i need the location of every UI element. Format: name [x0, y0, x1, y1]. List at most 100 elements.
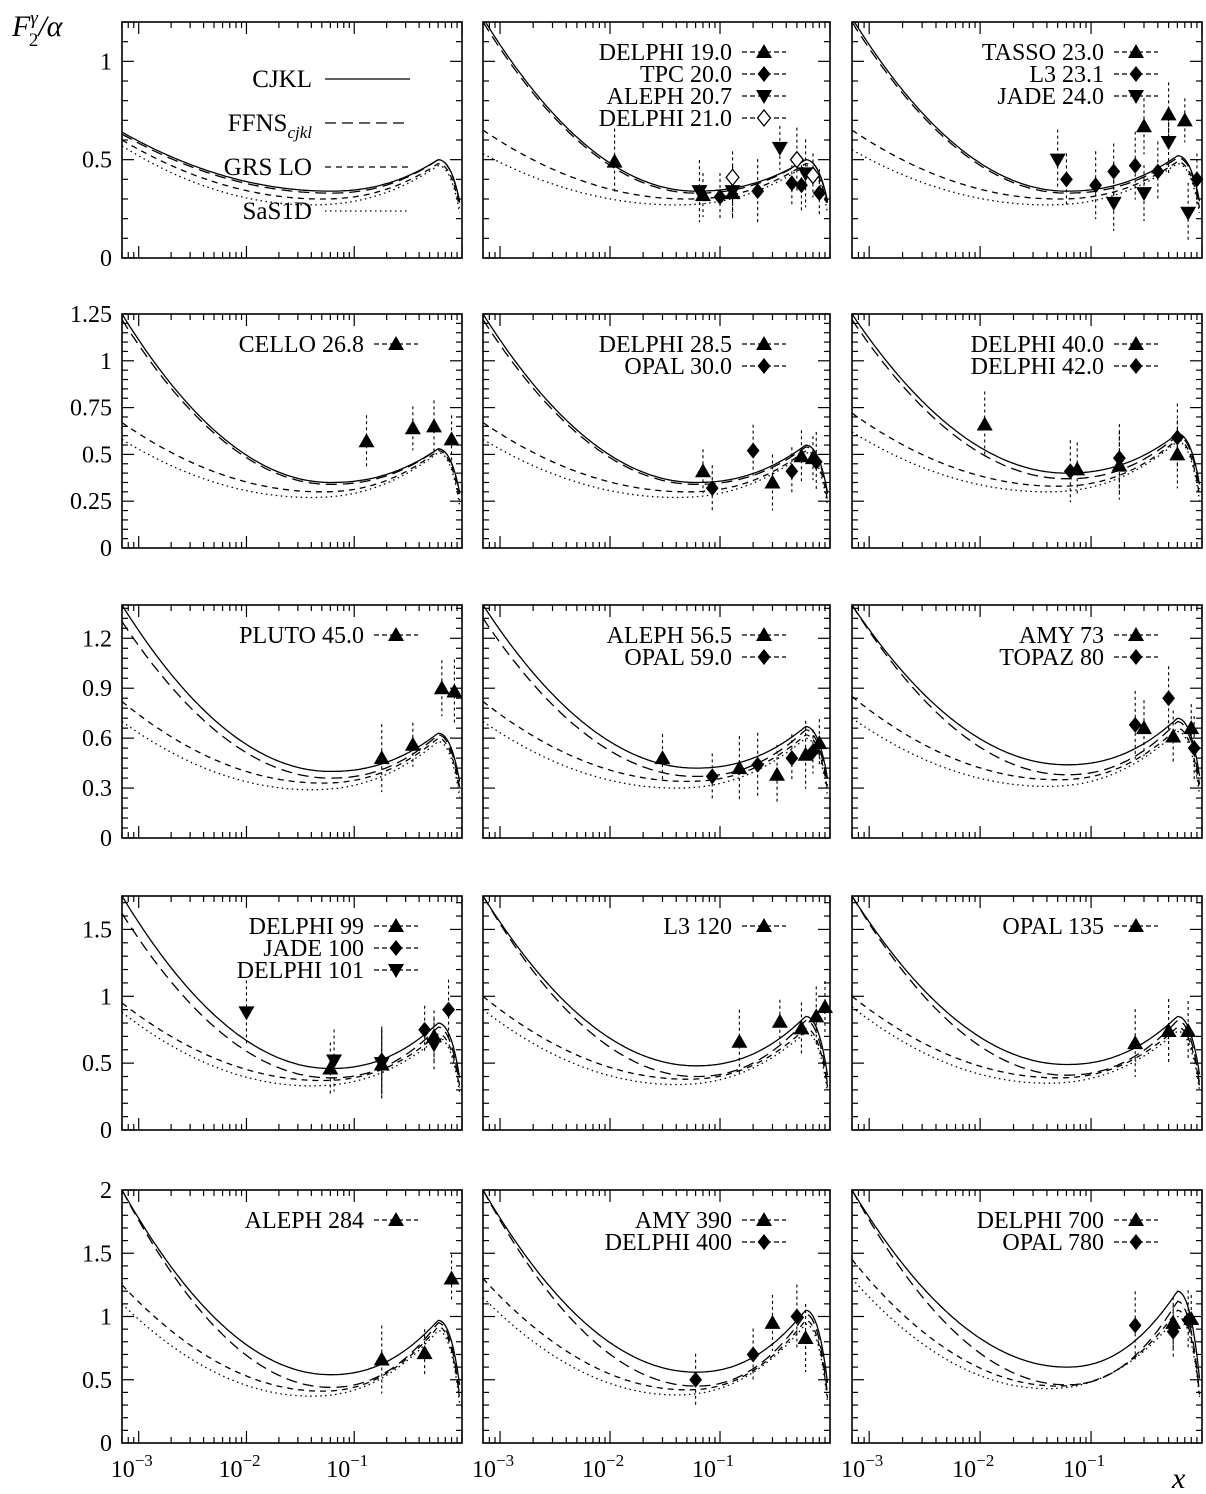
curve-ffns [852, 319, 1201, 490]
data-point [443, 431, 460, 446]
data-point [1180, 1023, 1197, 1038]
curve-ffns [122, 1190, 461, 1396]
panel-r0-c0: 0 0.5 1 CJKL FFNScjkl GRS LO SaS1D [82, 21, 463, 272]
curve-ffns [122, 133, 461, 203]
y-tick-label: 1.25 [70, 302, 112, 328]
curve-sas [483, 1009, 829, 1092]
curve-sas [122, 145, 461, 214]
panel-frame [121, 313, 463, 549]
y-tick-label: 0.3 [82, 776, 112, 802]
data-point [1135, 720, 1152, 735]
panel-frame [482, 895, 831, 1131]
data-point [724, 185, 741, 200]
series-legend-marker [757, 66, 771, 82]
x-tick-label-base: 10 [582, 1457, 606, 1483]
data-point [795, 177, 808, 194]
data-point [1190, 171, 1204, 188]
curve-sas [122, 438, 461, 506]
theory-curves [852, 605, 1201, 795]
y-tick-label: 1.5 [82, 917, 112, 943]
panel-frame [482, 313, 831, 549]
curve-ffns [483, 896, 829, 1085]
x-tick-label: 10−1 [692, 1451, 734, 1483]
data-point [1180, 206, 1197, 221]
series-legend-marker [757, 649, 771, 665]
curve-grs [122, 422, 461, 501]
data-point [373, 750, 390, 765]
theory-curves [483, 22, 829, 214]
series-label: AMY 390 [635, 1208, 732, 1234]
y-tick-label: 1 [100, 984, 112, 1010]
data-point [443, 1270, 460, 1285]
y-axis-title-rest: /α [36, 10, 63, 43]
x-tick-label-base: 10 [952, 1457, 976, 1483]
series-label: JADE 24.0 [997, 84, 1104, 110]
data-point [426, 1038, 443, 1053]
curve-cjkl [122, 605, 461, 782]
y-tick-label: 0.9 [82, 676, 112, 702]
x-tick-label-exp: −3 [135, 1451, 153, 1470]
series-legend-marker [756, 336, 772, 350]
data-point [769, 766, 786, 781]
x-tick-label: 10−3 [472, 1451, 514, 1483]
curve-grs [122, 1284, 461, 1399]
curve-cjkl [852, 1190, 1201, 1379]
theory-curves [852, 896, 1201, 1091]
data-point [731, 760, 748, 775]
y-tick-label: 0.5 [82, 148, 112, 174]
series-legend-marker [756, 1212, 772, 1226]
data-point [1107, 163, 1121, 180]
series-label: JADE 100 [263, 936, 364, 962]
data-point [1166, 1323, 1180, 1340]
data-point [805, 166, 821, 185]
y-axis-title-sub: 2 [29, 30, 39, 51]
data-point [1187, 740, 1201, 757]
theory-curves [122, 605, 461, 798]
curve-grs [852, 695, 1201, 789]
curve-ffns [122, 621, 461, 788]
data-point [1105, 196, 1122, 211]
series-legend-marker [1128, 336, 1144, 350]
curve-sas [122, 1011, 461, 1093]
data-point [1049, 153, 1066, 168]
series-legend-marker [388, 336, 404, 350]
y-tick-label: 1.5 [82, 1241, 112, 1267]
x-tick-label-base: 10 [326, 1457, 350, 1483]
data-point [751, 756, 765, 773]
data-point [751, 183, 765, 200]
panel-frame [851, 895, 1203, 1131]
y-tick-label: 1 [100, 349, 112, 375]
data-point [442, 1001, 455, 1018]
panel-r3-c2: OPAL 135 [851, 895, 1203, 1131]
series-label: DELPHI 21.0 [599, 106, 732, 132]
series-legend-marker [756, 918, 772, 932]
series-label: L3 120 [663, 914, 732, 940]
x-tick-label-base: 10 [472, 1457, 496, 1483]
series-legend-marker [1128, 1212, 1144, 1226]
data-point [771, 1013, 788, 1028]
curve-ffns [122, 319, 461, 495]
legend-label-name: CJKL [252, 66, 312, 93]
data-point [1181, 1312, 1195, 1329]
data-point [326, 1054, 343, 1069]
x-tick-label-exp: −1 [350, 1451, 368, 1470]
data-point [1060, 171, 1073, 188]
data-point [764, 474, 781, 489]
legend-label-name: GRS LO [224, 154, 312, 181]
panel-frame [851, 604, 1203, 839]
y-tick-label: 0 [100, 246, 112, 272]
curve-sas [483, 153, 829, 214]
curve-cjkl [484, 22, 829, 202]
curve-cjkl [122, 131, 461, 202]
series-label: TASSO 23.0 [982, 40, 1104, 66]
data-point [811, 735, 828, 750]
data-point [446, 683, 463, 698]
series-label: DELPHI 40.0 [971, 332, 1104, 358]
curve-grs [852, 129, 1201, 208]
series-legend-marker [757, 1234, 771, 1250]
data-point [771, 141, 788, 156]
series-label: DELPHI 99 [249, 914, 364, 940]
